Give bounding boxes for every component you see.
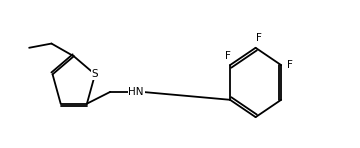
- Text: F: F: [256, 33, 262, 44]
- Text: S: S: [92, 69, 98, 79]
- Text: F: F: [225, 51, 231, 61]
- Text: F: F: [287, 60, 293, 70]
- Text: HN: HN: [129, 87, 144, 97]
